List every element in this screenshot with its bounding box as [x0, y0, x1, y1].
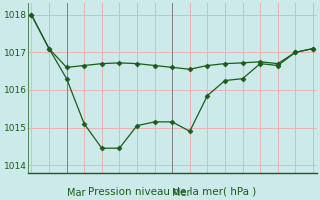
Text: Mar: Mar [67, 188, 85, 198]
Text: Mer: Mer [172, 188, 191, 198]
X-axis label: Pression niveau de la mer( hPa ): Pression niveau de la mer( hPa ) [88, 187, 256, 197]
